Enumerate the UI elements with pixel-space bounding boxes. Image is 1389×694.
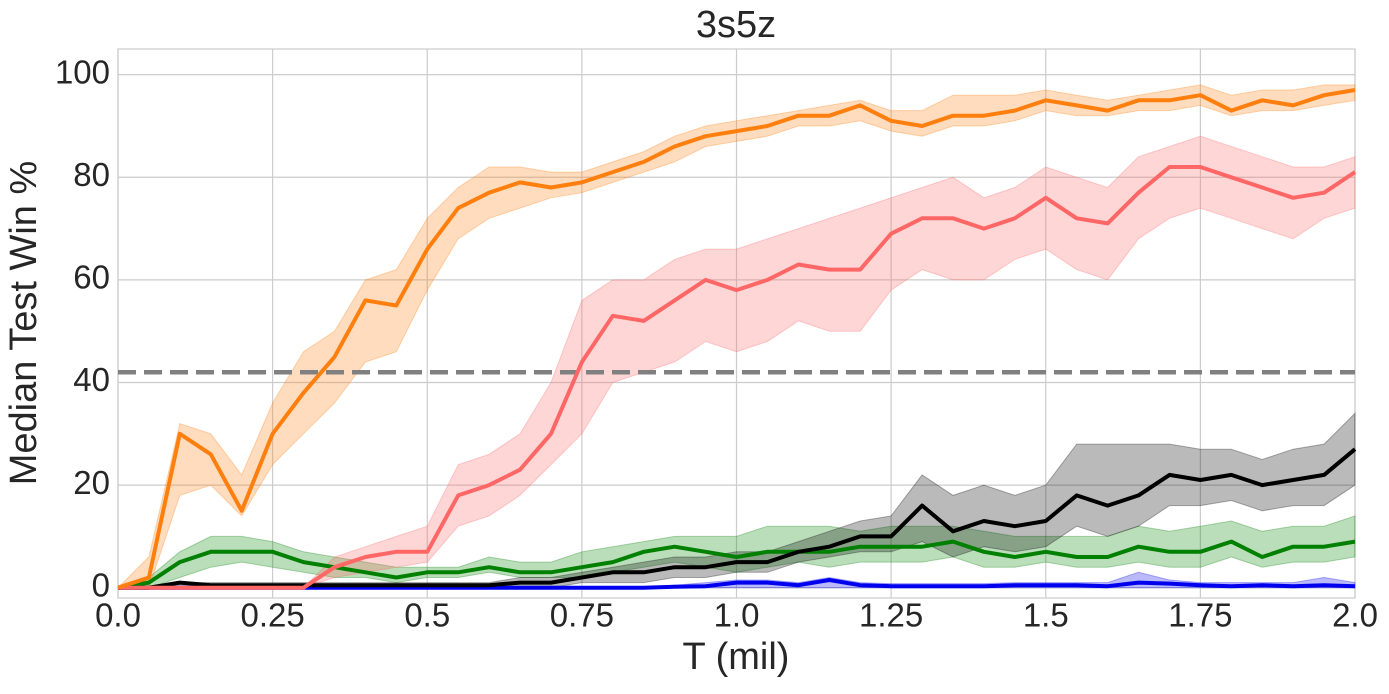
x-tick-label: 2.0 bbox=[1332, 597, 1378, 634]
x-tick-label: 0.75 bbox=[550, 597, 614, 634]
series-line bbox=[118, 578, 1356, 590]
band bbox=[116, 84, 1356, 589]
x-tick-label: 1.25 bbox=[859, 597, 923, 634]
x-tick-label: 0.0 bbox=[95, 597, 141, 634]
x-tick-label: 0.5 bbox=[404, 597, 450, 634]
y-tick-label: 40 bbox=[73, 361, 110, 398]
series-line bbox=[118, 447, 1357, 590]
x-tick-label: 0.25 bbox=[241, 597, 305, 634]
y-axis-label: Median Test Win % bbox=[3, 161, 45, 486]
x-axis-label: T (mil) bbox=[683, 636, 790, 678]
band bbox=[118, 135, 1356, 589]
y-tick-label: 0 bbox=[92, 566, 110, 603]
y-tick-label: 60 bbox=[73, 259, 110, 296]
x-tick-label: 1.5 bbox=[1023, 597, 1069, 634]
plot-frame bbox=[117, 48, 1356, 599]
x-tick-label: 1.0 bbox=[714, 597, 760, 634]
series-line bbox=[117, 88, 1356, 590]
x-tick-label: 1.75 bbox=[1168, 597, 1232, 634]
y-tick-label: 20 bbox=[73, 464, 110, 501]
y-tick-label: 80 bbox=[73, 156, 110, 193]
band bbox=[117, 515, 1356, 589]
series-line bbox=[118, 165, 1357, 590]
y-tick-label: 100 bbox=[55, 53, 110, 90]
series-line bbox=[117, 539, 1356, 590]
chart-title: 3s5z bbox=[696, 4, 776, 46]
